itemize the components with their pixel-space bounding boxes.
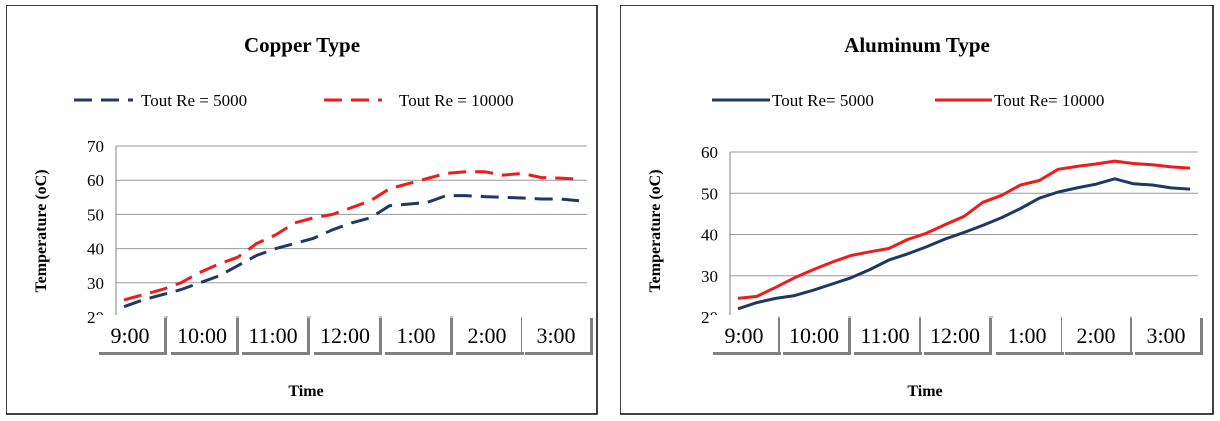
x-tick-label: 2:00 <box>1076 323 1115 348</box>
copper-chart: Copper Type Tout Re = 5000 Tout Re = 1000… <box>6 5 598 415</box>
aluminum-chart-panel: Aluminum Type Tout Re= 5000 Tout Re= 1000… <box>620 5 1214 415</box>
y-tick-label: 30 <box>701 267 718 286</box>
series-lines <box>737 159 1191 311</box>
x-tick-box <box>1062 315 1130 352</box>
x-tick-label: 1:00 <box>1007 323 1046 348</box>
x-tick-label: 3:00 <box>536 323 575 348</box>
x-tick-label: 12:00 <box>320 323 370 348</box>
x-tick: 1:00 <box>382 315 453 355</box>
legend-label-1: Tout Re = 10000 <box>399 91 514 110</box>
x-tick-box <box>453 315 521 352</box>
x-axis-label: Time <box>288 383 323 400</box>
x-tick-box <box>993 315 1061 352</box>
series-line-0 <box>123 194 580 309</box>
chart-title: Aluminum Type <box>844 33 990 57</box>
x-axis-label: Time <box>907 383 942 400</box>
y-tick-label: 40 <box>87 240 104 259</box>
y-tick-label: 60 <box>701 143 718 162</box>
x-tick-box <box>168 315 236 352</box>
x-tick: 12:00 <box>311 315 382 355</box>
x-tick-box <box>522 315 590 352</box>
x-tick: 11:00 <box>239 315 310 355</box>
x-tick: 2:00 <box>1062 315 1133 355</box>
x-tick-label: 2:00 <box>467 323 506 348</box>
legend-label-0: Tout Re = 5000 <box>141 91 247 110</box>
x-tick-label: 12:00 <box>930 323 980 348</box>
series-line-1 <box>123 170 580 302</box>
x-tick: 10:00 <box>780 315 851 355</box>
x-tick-label: 11:00 <box>248 323 297 348</box>
x-tick-box <box>96 315 164 352</box>
x-tick: 9:00 <box>710 315 781 355</box>
x-tick: 3:00 <box>522 315 593 355</box>
x-tick-label: 1:00 <box>396 323 435 348</box>
x-tick: 1:00 <box>993 315 1064 355</box>
y-tick-label: 30 <box>87 274 104 293</box>
x-tick-box <box>921 315 989 352</box>
legend: Tout Re= 5000 Tout Re= 10000 <box>712 91 1104 110</box>
x-tick: 11:00 <box>851 315 922 355</box>
x-tick-box <box>710 315 778 352</box>
x-tick: 12:00 <box>921 315 992 355</box>
x-tick-box <box>239 315 307 352</box>
y-axis-label: Temperature (oC) <box>33 169 50 292</box>
y-tick-label: 70 <box>87 137 104 156</box>
x-tick-box <box>851 315 919 352</box>
x-tick-label: 10:00 <box>789 323 839 348</box>
x-tick-label: 9:00 <box>724 323 763 348</box>
x-tick-box <box>1132 315 1200 352</box>
x-tick-box <box>382 315 450 352</box>
y-axis-label: Temperature (oC) <box>647 169 664 292</box>
x-axis-ticks: 9:00 10:00 11:00 12:00 1:00 2:00 3:00 <box>710 315 1203 355</box>
x-tick: 2:00 <box>453 315 524 355</box>
y-tick-label: 40 <box>701 226 718 245</box>
x-tick-box <box>311 315 379 352</box>
aluminum-chart: Aluminum Type Tout Re= 5000 Tout Re= 1000… <box>620 5 1214 415</box>
x-tick-label: 9:00 <box>110 323 149 348</box>
series-line-1 <box>737 159 1191 300</box>
y-tick-label: 60 <box>87 171 104 190</box>
y-tick-label: 50 <box>701 184 718 203</box>
x-tick: 10:00 <box>168 315 239 355</box>
legend-label-0: Tout Re= 5000 <box>772 91 874 110</box>
legend-label-1: Tout Re= 10000 <box>994 91 1104 110</box>
x-tick: 9:00 <box>96 315 167 355</box>
chart-title: Copper Type <box>244 33 360 57</box>
copper-chart-panel: Copper Type Tout Re = 5000 Tout Re = 1000… <box>6 5 598 415</box>
y-tick-label: 50 <box>87 205 104 224</box>
series-lines <box>123 170 580 309</box>
x-tick-box <box>780 315 848 352</box>
x-axis-ticks: 9:00 10:00 11:00 12:00 1:00 2:00 3:00 <box>96 315 593 355</box>
x-tick-label: 10:00 <box>177 323 227 348</box>
x-tick-label: 3:00 <box>1146 323 1185 348</box>
x-tick: 3:00 <box>1132 315 1203 355</box>
series-line-0 <box>737 177 1191 311</box>
x-tick-label: 11:00 <box>860 323 909 348</box>
legend: Tout Re = 5000 Tout Re = 10000 <box>74 91 514 110</box>
